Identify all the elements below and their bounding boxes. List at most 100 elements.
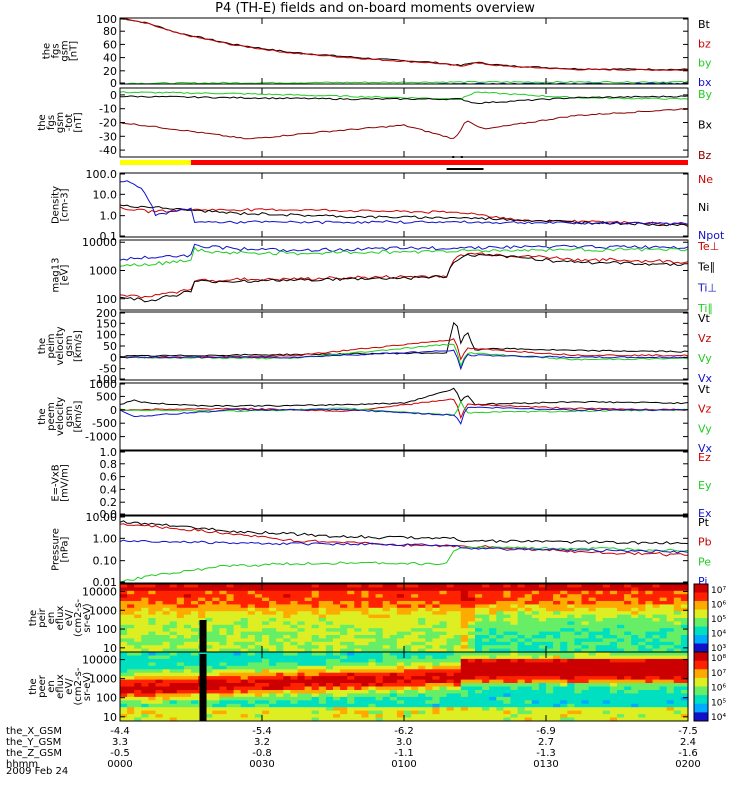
heatmap-cell <box>311 590 320 595</box>
heatmap-cell <box>276 662 284 667</box>
heatmap-cell <box>446 635 455 639</box>
heatmap-cell <box>340 624 348 629</box>
heatmap-cell <box>155 690 164 694</box>
heatmap-cell <box>382 669 391 674</box>
heatmap-cell <box>418 686 426 691</box>
heatmap-cell <box>588 628 597 633</box>
heatmap-cell <box>226 590 235 595</box>
heatmap-cell <box>517 696 526 701</box>
heatmap-cell <box>624 693 632 698</box>
heatmap-cell <box>567 714 575 719</box>
legend-Pt: Pt <box>698 516 710 529</box>
heatmap-cell <box>510 631 519 636</box>
heatmap-cell <box>496 587 504 592</box>
heatmap-cell <box>538 662 547 667</box>
heatmap-cell <box>176 618 185 622</box>
heatmap-cell <box>538 631 547 636</box>
heatmap-cell <box>460 607 469 612</box>
heatmap-cell <box>368 594 377 599</box>
heatmap-cell <box>666 679 675 684</box>
heatmap-cell <box>567 611 575 616</box>
heatmap-cell <box>439 607 448 612</box>
heatmap-cell <box>453 604 462 609</box>
heatmap-cell <box>354 676 362 681</box>
panel-peem-velocity: thepeemvelocitygsm[km/s]10005000-500-100… <box>37 378 713 455</box>
heatmap-cell <box>588 710 597 715</box>
heatmap-cell <box>418 597 426 602</box>
heatmap-cell <box>240 645 249 650</box>
heatmap-cell <box>432 703 441 708</box>
y-tick-label: 100.0 <box>86 168 118 181</box>
heatmap-cell <box>553 597 561 602</box>
heatmap-cell <box>162 662 171 667</box>
heatmap-cell <box>183 679 192 684</box>
heatmap-cell <box>574 655 583 660</box>
heatmap-cell <box>404 645 412 650</box>
heatmap-cell <box>546 693 554 698</box>
legend-Ex: Ex <box>698 507 712 520</box>
heatmap-cell <box>347 618 355 622</box>
heatmap-cell <box>659 707 668 712</box>
heatmap-cell <box>673 594 682 599</box>
heatmap-cell <box>560 662 568 667</box>
heatmap-cell <box>389 676 398 681</box>
heatmap-cell <box>283 594 291 599</box>
heatmap-cell <box>361 624 370 629</box>
y-tick-label: 100 <box>96 329 117 342</box>
heatmap-cell <box>659 669 668 674</box>
heatmap-cell <box>176 638 185 643</box>
heatmap-cell <box>553 717 561 722</box>
heatmap-cell <box>624 614 632 619</box>
heatmap-cell <box>560 614 568 619</box>
heatmap-cell <box>567 641 575 646</box>
heatmap-cell <box>226 645 235 650</box>
heatmap-cell <box>340 686 348 691</box>
heatmap-cell <box>304 665 313 670</box>
heatmap-cell <box>609 655 618 660</box>
heatmap-cell <box>496 594 504 599</box>
heatmap-cell <box>368 648 377 653</box>
y-tick-label: 10.00 <box>86 511 118 524</box>
heatmap-cell <box>517 669 526 674</box>
heatmap-cell <box>233 655 242 660</box>
heatmap-cell <box>226 624 235 629</box>
heatmap-cell <box>269 584 277 588</box>
heatmap-cell <box>482 700 490 705</box>
heatmap-cell <box>148 700 157 705</box>
y-tick-label: -50 <box>99 363 117 376</box>
heatmap-cell <box>120 621 128 626</box>
heatmap-cell <box>574 669 583 674</box>
heatmap-cell <box>482 611 490 616</box>
y-tick-label: 200 <box>96 307 117 320</box>
heatmap-cell <box>276 672 284 677</box>
heatmap-cell <box>347 662 355 667</box>
heatmap-cell <box>127 631 135 636</box>
series-line-Vy <box>119 343 689 368</box>
heatmap-cell <box>404 669 412 674</box>
heatmap-cell <box>262 645 270 650</box>
heatmap-cell <box>631 707 639 712</box>
legend-by: by <box>698 57 712 70</box>
ylabel-line: peer <box>37 674 48 698</box>
heatmap-cell <box>560 584 568 588</box>
heatmap-cell <box>538 686 547 691</box>
heatmap-cell <box>503 690 512 694</box>
heatmap-cell <box>375 676 384 681</box>
heatmap-cell <box>233 679 242 684</box>
heatmap-cell <box>574 611 583 616</box>
heatmap-cell <box>425 703 433 708</box>
heatmap-cell <box>283 655 291 660</box>
heatmap-cell <box>489 607 497 612</box>
heatmap-cell <box>475 714 483 719</box>
heatmap-cell <box>574 638 583 643</box>
heatmap-cell <box>134 679 142 684</box>
heatmap-cell <box>183 710 192 715</box>
heatmap-cell <box>496 669 504 674</box>
heatmap-cell <box>325 662 334 667</box>
heatmap-cell <box>510 717 519 722</box>
heatmap-cell <box>517 700 526 705</box>
heatmap-cell <box>120 645 128 650</box>
heatmap-cell <box>617 641 625 646</box>
heatmap-cell <box>240 594 249 599</box>
heatmap-cell <box>141 621 149 626</box>
